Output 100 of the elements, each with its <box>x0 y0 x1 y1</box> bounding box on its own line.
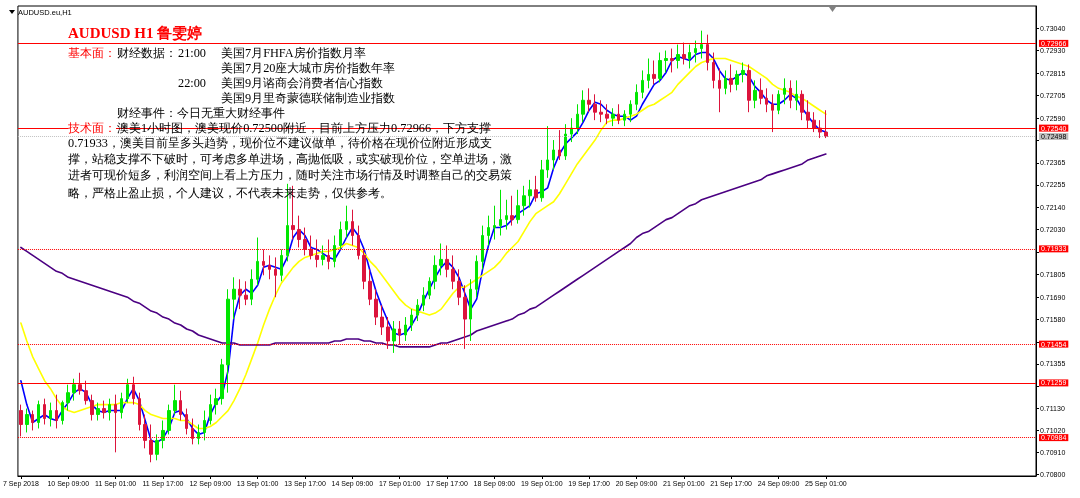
candlestick <box>345 205 348 239</box>
candlestick <box>611 107 615 127</box>
candlestick <box>546 125 549 179</box>
candlestick <box>120 392 123 420</box>
annotation: 技术面： <box>68 120 116 136</box>
candlestick <box>587 87 591 113</box>
annotation: 基本面： <box>68 45 116 61</box>
candlestick <box>457 268 461 306</box>
candlestick <box>510 195 514 227</box>
candlestick <box>795 79 798 111</box>
candlestick <box>812 111 816 133</box>
candlestick <box>617 103 620 125</box>
candlestick <box>132 376 135 406</box>
candlestick <box>309 235 313 260</box>
candlestick <box>31 410 34 431</box>
candlestick <box>398 320 401 346</box>
annotation: 美国9月里奇蒙德联储制造业指数 <box>221 90 396 106</box>
candlestick <box>84 380 88 406</box>
candlestick <box>232 276 236 320</box>
candlestick <box>220 358 224 406</box>
candlestick <box>789 79 792 109</box>
candlestick <box>712 52 715 89</box>
candlestick <box>214 388 218 416</box>
text: AUDUSD H1 鲁雯婷 <box>68 25 203 42</box>
candlestick <box>724 69 727 95</box>
candlestick <box>410 308 413 332</box>
candlestick <box>185 408 188 435</box>
annotation: 美国7月FHFA房价指数月率 <box>221 45 366 61</box>
candlestick <box>433 254 437 290</box>
candlestick <box>635 83 638 111</box>
candlestick <box>806 99 810 129</box>
annotation: 22:00 <box>178 75 207 91</box>
candlestick <box>43 398 46 425</box>
candlestick <box>149 423 153 463</box>
candlestick <box>824 109 828 139</box>
candlestick <box>564 123 567 161</box>
candlestick <box>647 58 650 89</box>
candlestick <box>729 63 733 93</box>
candlestick <box>499 189 502 237</box>
candlestick <box>759 77 763 105</box>
candlestick <box>800 89 804 121</box>
candlestick <box>161 420 165 449</box>
candlestick <box>469 278 472 342</box>
candlestick <box>605 103 609 125</box>
candlestick <box>203 410 206 441</box>
candlestick <box>55 394 58 429</box>
candlestick <box>540 159 544 203</box>
candlestick <box>19 404 23 437</box>
line-series <box>20 153 827 348</box>
candlestick <box>487 215 490 246</box>
candlestick <box>167 404 171 435</box>
candlestick <box>445 244 449 278</box>
candlestick <box>664 50 668 73</box>
annotation: 财经数据： <box>117 45 177 61</box>
candlestick <box>558 129 561 161</box>
candlestick <box>238 278 242 310</box>
candlestick <box>138 392 141 431</box>
candlestick <box>463 284 467 350</box>
candlestick <box>481 225 484 270</box>
annotation: 美国7月20座大城市房价指数年率 <box>221 60 396 76</box>
candlestick <box>226 288 230 394</box>
candlestick <box>416 298 419 322</box>
candlestick <box>623 109 626 127</box>
candlestick <box>528 179 532 209</box>
candlestick <box>102 400 106 420</box>
candlestick <box>682 42 686 65</box>
candlestick <box>753 79 757 109</box>
candlestick <box>658 52 662 83</box>
candlestick <box>49 402 52 427</box>
candlestick <box>380 304 384 336</box>
candlestick <box>25 408 29 433</box>
candlestick <box>534 175 538 203</box>
candlestick <box>126 378 129 404</box>
candlestick <box>333 235 336 268</box>
candlestick <box>90 394 94 422</box>
candlestick <box>37 400 40 429</box>
candlestick <box>771 93 774 133</box>
candlestick <box>439 242 443 276</box>
candlestick <box>570 117 573 143</box>
candlestick <box>783 77 786 105</box>
candlestick <box>700 30 703 60</box>
candlestick <box>428 276 431 300</box>
candlestick <box>552 139 555 171</box>
candlestick <box>339 221 342 250</box>
candlestick <box>516 189 520 225</box>
candlestick <box>362 248 366 290</box>
candlestick <box>96 402 100 422</box>
candlestick <box>676 44 680 69</box>
candlestick <box>191 418 194 445</box>
candlestick <box>741 61 745 83</box>
candlestick <box>351 209 354 246</box>
candlestick <box>262 248 265 276</box>
candlestick <box>522 185 526 217</box>
candlestick <box>197 423 200 445</box>
candlestick <box>599 99 603 123</box>
candlestick <box>303 227 307 256</box>
candlestick <box>244 280 248 306</box>
annotation: 0.71933，澳美目前呈多头趋势，现价位不建议做单，待价格在现价位附近形成支 <box>68 136 492 151</box>
candlestick <box>475 254 478 298</box>
candlestick <box>505 199 508 231</box>
